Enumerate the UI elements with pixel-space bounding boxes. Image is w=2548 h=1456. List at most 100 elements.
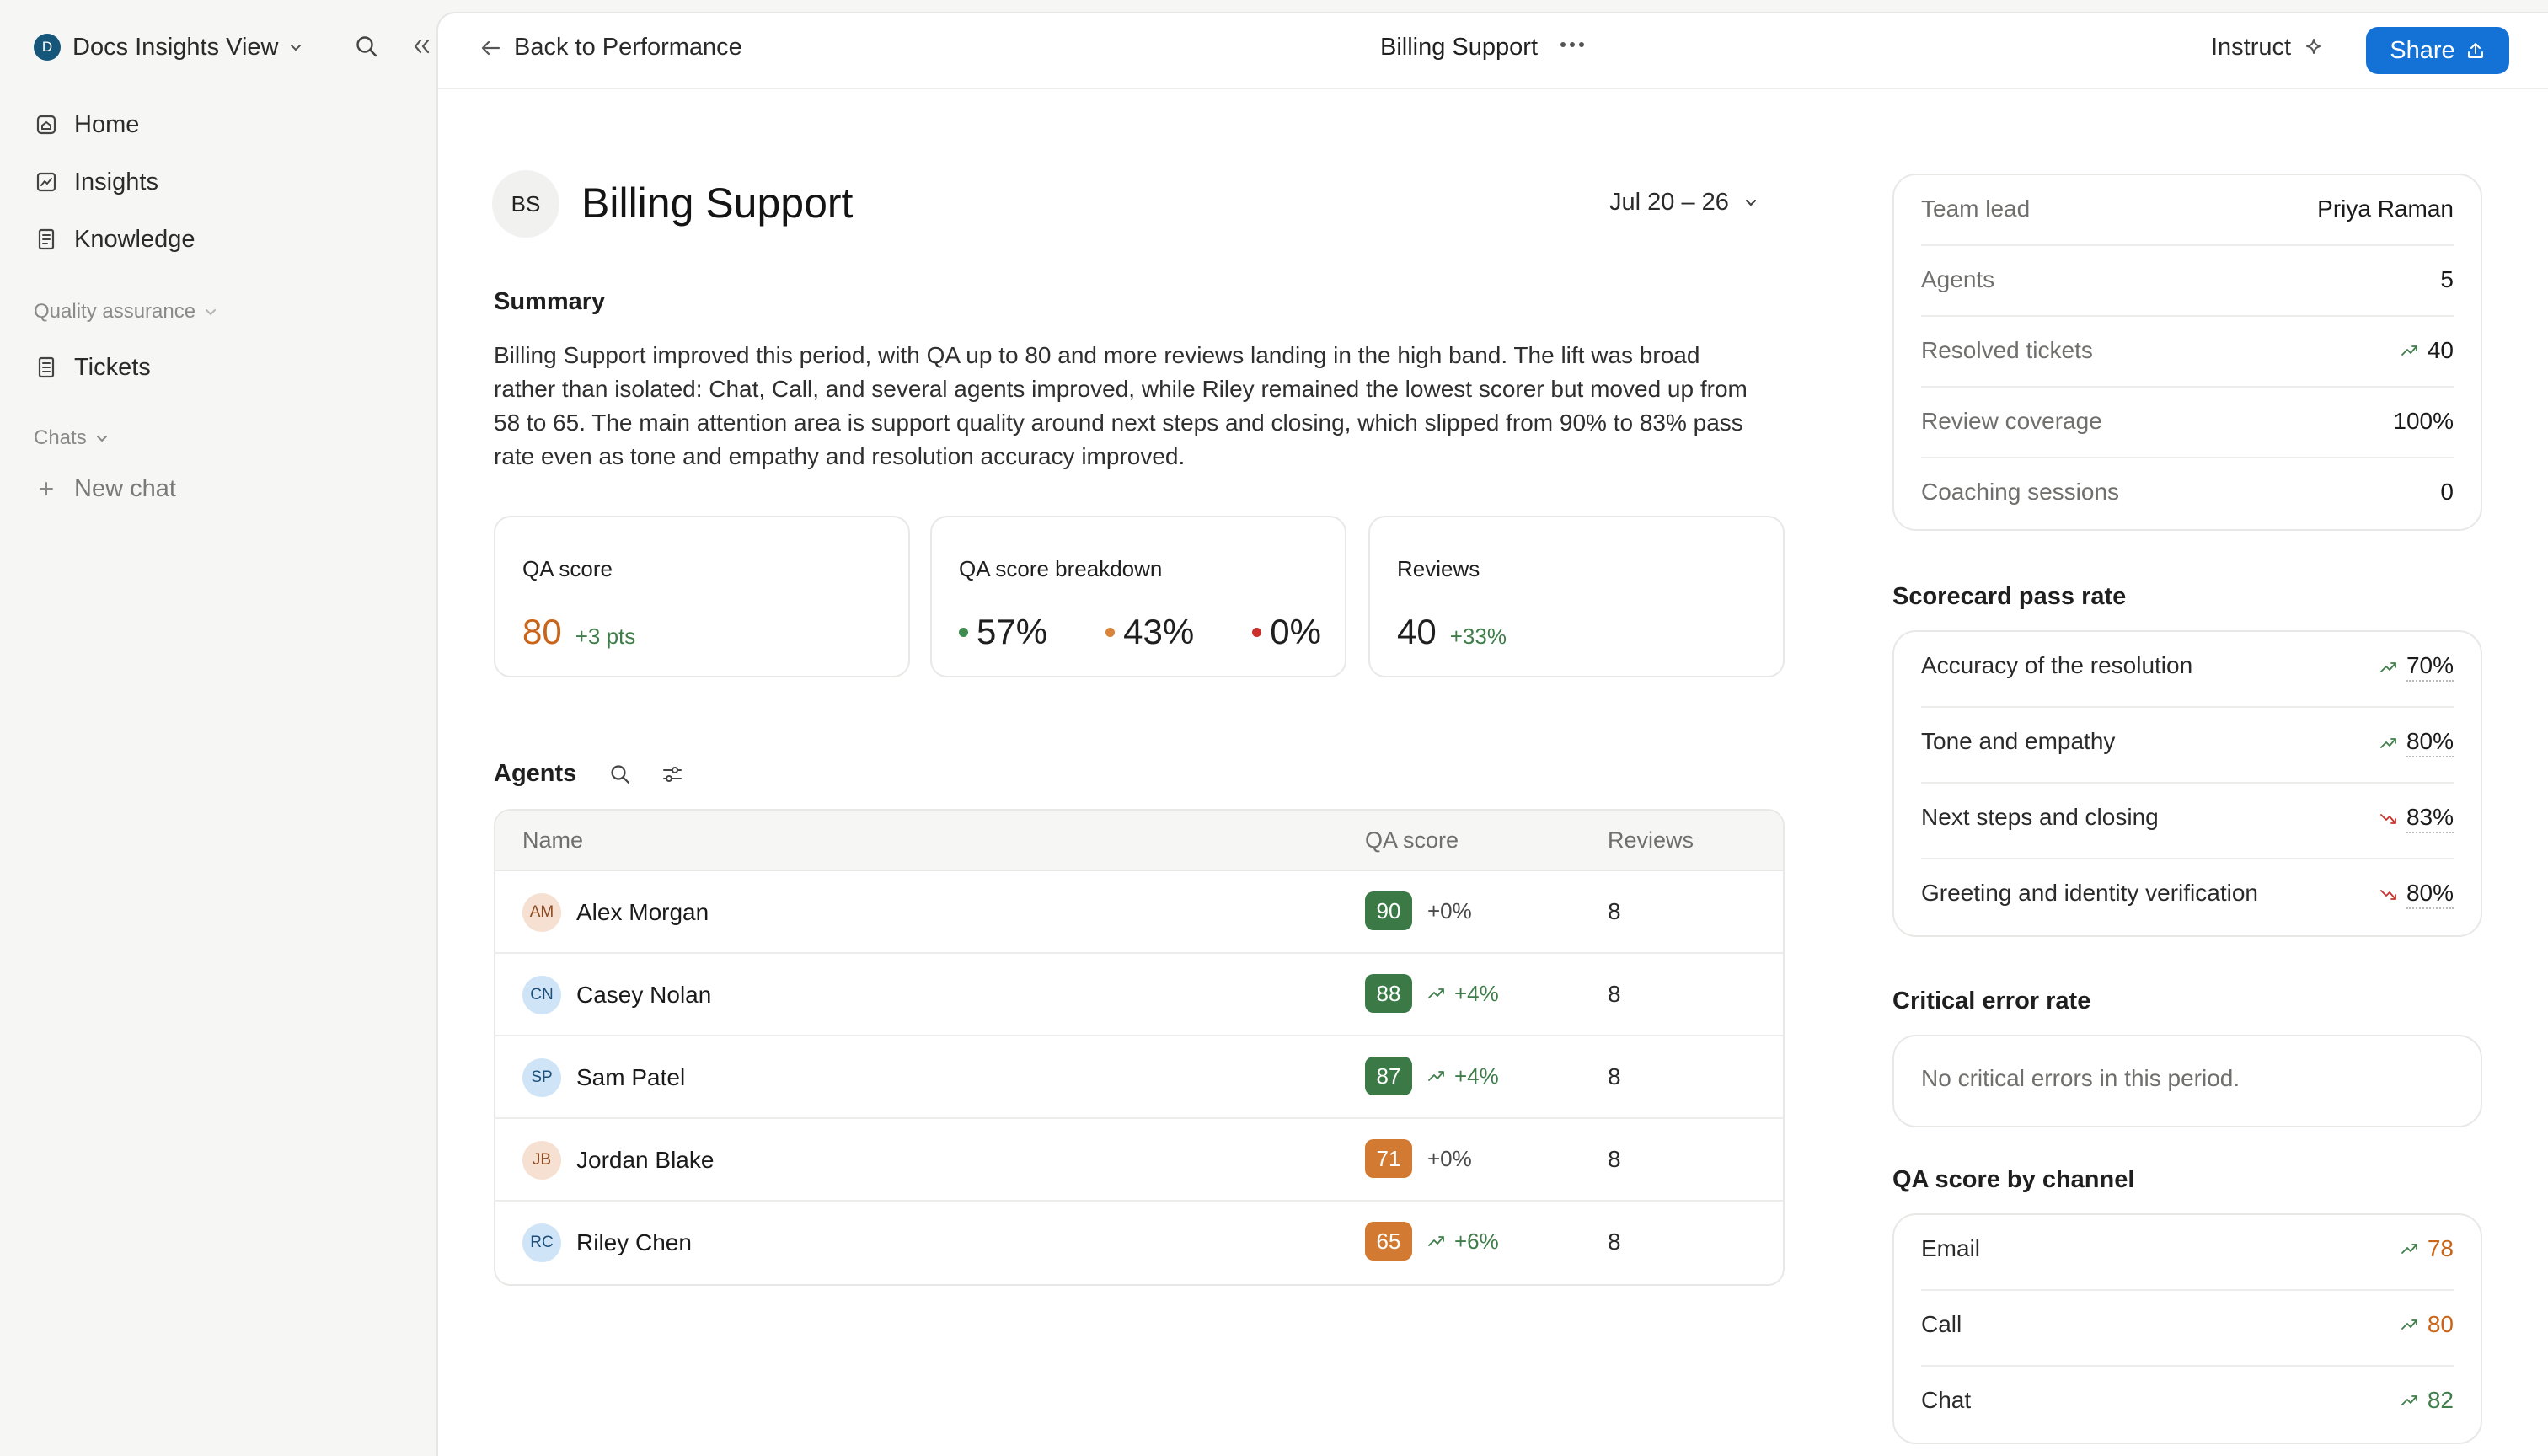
agent-cell: RC Riley Chen [522, 1223, 692, 1262]
column-header-reviews[interactable]: Reviews [1608, 827, 1694, 853]
row-value: 40 [2401, 337, 2454, 364]
trend-up-icon [2401, 1318, 2428, 1331]
team-info-row: Coaching sessions 0 [1921, 458, 2454, 529]
breakdown-low: 0% [1252, 612, 1321, 652]
new-chat-label: New chat [74, 474, 176, 502]
row-label: Accuracy of the resolution [1921, 652, 2193, 678]
table-row[interactable]: RC Riley Chen 65 +6% 8 [495, 1202, 1783, 1284]
agent-cell: CN Casey Nolan [522, 976, 711, 1014]
critical-error-card: No critical errors in this period. [1892, 1035, 2482, 1127]
agent-name: Riley Chen [576, 1229, 692, 1255]
card-label: QA score breakdown [959, 556, 1163, 581]
share-button[interactable]: Share [2366, 27, 2509, 74]
critical-error-text: No critical errors in this period. [1921, 1065, 2240, 1091]
search-icon[interactable] [608, 763, 632, 786]
row-label: Tone and empathy [1921, 728, 2116, 754]
workspace-name: Docs Insights View [72, 33, 279, 61]
breakdown-value: 0% [1270, 612, 1321, 651]
reviews-cell: 8 [1608, 1228, 1621, 1255]
sidebar-item-tickets[interactable]: Tickets [34, 347, 151, 388]
trend-up-icon [2401, 1394, 2428, 1407]
workspace-switcher[interactable]: D Docs Insights View [34, 30, 303, 64]
section-label: Chats [34, 426, 87, 449]
trend-up-icon [1427, 1234, 1454, 1248]
score-delta: +4% [1427, 1063, 1499, 1089]
reviews-card: Reviews 40 +33% [1368, 516, 1785, 677]
avatar: SP [522, 1058, 561, 1097]
back-link[interactable]: Back to Performance [480, 34, 742, 62]
scorecard-row: Greeting and identity verification 80% [1921, 859, 2454, 935]
sidebar-item-label: Tickets [74, 353, 151, 381]
agent-name: Sam Patel [576, 1064, 686, 1090]
sidebar-item-label: Insights [74, 168, 158, 195]
column-header-qa[interactable]: QA score [1365, 827, 1459, 853]
agent-cell: SP Sam Patel [522, 1058, 685, 1097]
filter-icon[interactable] [661, 763, 684, 786]
section-label: Quality assurance [34, 300, 196, 323]
breakdown-high: 57% [959, 612, 1047, 652]
trend-up-icon [1427, 987, 1454, 1000]
channel-card: Email 78 Call 80 Chat 82 [1892, 1213, 2482, 1444]
instruct-button[interactable]: Instruct [2211, 34, 2325, 62]
team-info-row: Resolved tickets 40 [1921, 317, 2454, 388]
date-range-label: Jul 20 – 26 [1609, 189, 1729, 216]
book-icon [34, 228, 59, 251]
table-row[interactable]: CN Casey Nolan 88 +4% 8 [495, 954, 1783, 1036]
sidebar-item-home[interactable]: Home [34, 104, 139, 145]
team-info-row: Review coverage 100% [1921, 388, 2454, 458]
sidebar-item-insights[interactable]: Insights [34, 162, 158, 202]
row-value: 80% [2379, 728, 2454, 757]
row-label: Next steps and closing [1921, 804, 2159, 830]
scorecard-row: Next steps and closing 83% [1921, 784, 2454, 859]
score-delta: +6% [1427, 1228, 1499, 1255]
table-header: Name QA score Reviews [495, 811, 1783, 871]
qa-score-cell: 65 +6% [1365, 1222, 1499, 1261]
row-value: 0 [2440, 479, 2454, 506]
qa-score-cell: 87 +4% [1365, 1057, 1499, 1095]
section-chats[interactable]: Chats [34, 426, 109, 450]
team-avatar: BS [492, 170, 559, 238]
delta-value: +0% [1427, 1145, 1472, 1171]
row-label: Coaching sessions [1921, 479, 2120, 505]
table-row[interactable]: SP Sam Patel 87 +4% 8 [495, 1036, 1783, 1119]
trend-down-icon [2379, 812, 2406, 826]
instruct-label: Instruct [2211, 34, 2292, 61]
value-text: 100% [2393, 408, 2454, 434]
new-chat-button[interactable]: New chat [34, 468, 176, 509]
section-quality-assurance[interactable]: Quality assurance [34, 300, 217, 324]
table-row[interactable]: JB Jordan Blake 71 +0% 8 [495, 1119, 1783, 1202]
chart-icon [34, 170, 59, 194]
qa-score-value: 80 [522, 612, 562, 651]
table-row[interactable]: AM Alex Morgan 90 +0% 8 [495, 871, 1783, 954]
chevron-down-icon [288, 40, 303, 55]
row-value: 70% [2379, 652, 2454, 682]
sidebar-item-knowledge[interactable]: Knowledge [34, 219, 195, 260]
agents-table: Name QA score Reviews AM Alex Morgan 90 +0%… [494, 809, 1785, 1286]
workspace-avatar: D [34, 34, 61, 61]
sidebar: D Docs Insights View Home Insights Knowl… [0, 0, 436, 1456]
avatar: JB [522, 1141, 561, 1180]
team-info-row: Agents 5 [1921, 246, 2454, 317]
row-value: 80 [2401, 1311, 2454, 1338]
qa-score-cell: 90 +0% [1365, 891, 1472, 930]
agent-name: Casey Nolan [576, 982, 712, 1008]
channel-row: Chat 82 [1921, 1367, 2454, 1443]
search-icon[interactable] [354, 34, 379, 59]
score-delta: +0% [1427, 1146, 1472, 1172]
agents-heading: Agents [494, 760, 577, 787]
value-text: 80% [2406, 728, 2454, 757]
trend-up-icon [2401, 1242, 2428, 1255]
collapse-sidebar-icon[interactable] [411, 34, 431, 59]
column-header-name[interactable]: Name [522, 827, 584, 853]
qa-breakdown-card: QA score breakdown 57% 43% 0% [930, 516, 1346, 677]
chevron-down-icon [206, 309, 217, 316]
score-badge: 65 [1365, 1222, 1412, 1261]
scorecard-row: Tone and empathy 80% [1921, 708, 2454, 784]
main-panel: Back to Performance Billing Support Inst… [436, 12, 2548, 1456]
more-options-icon[interactable] [1559, 40, 1586, 49]
date-range-picker[interactable]: Jul 20 – 26 [1609, 189, 1759, 217]
row-label: Greeting and identity verification [1921, 880, 2258, 906]
channel-row: Call 80 [1921, 1291, 2454, 1367]
reviews-delta: +33% [1449, 624, 1507, 649]
value-text: 78 [2427, 1235, 2454, 1261]
